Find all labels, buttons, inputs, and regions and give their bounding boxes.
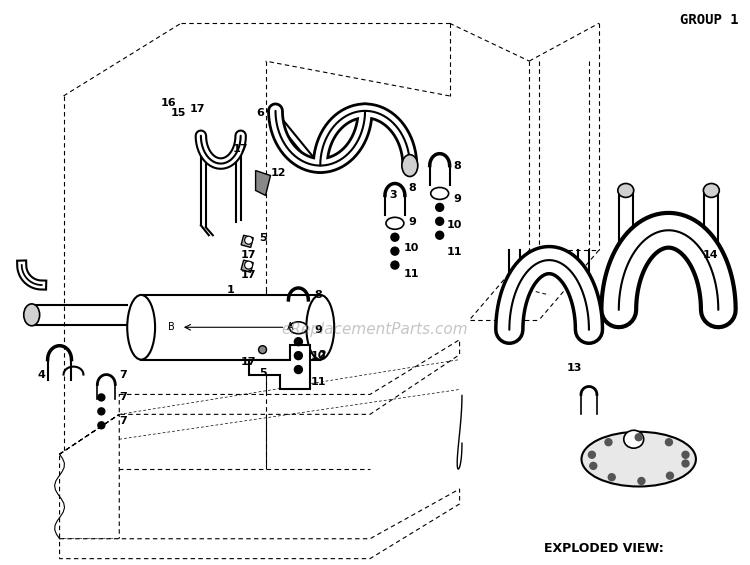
- Ellipse shape: [290, 322, 308, 334]
- Text: 1: 1: [226, 285, 235, 295]
- Circle shape: [98, 394, 105, 401]
- Text: 9: 9: [454, 194, 461, 205]
- Polygon shape: [256, 171, 271, 195]
- Circle shape: [635, 434, 642, 441]
- Text: 5: 5: [259, 233, 266, 243]
- Text: 8: 8: [408, 184, 416, 193]
- Circle shape: [436, 231, 444, 239]
- Text: 11: 11: [310, 376, 326, 386]
- Circle shape: [665, 438, 673, 446]
- Text: 14: 14: [703, 250, 718, 260]
- Circle shape: [682, 451, 689, 458]
- Text: 11: 11: [447, 247, 462, 257]
- Text: GROUP 1: GROUP 1: [680, 14, 738, 27]
- Ellipse shape: [618, 184, 634, 197]
- Text: 3: 3: [389, 190, 397, 201]
- Bar: [241, 260, 254, 272]
- Text: 6: 6: [256, 108, 265, 118]
- Text: 17: 17: [241, 250, 256, 260]
- Ellipse shape: [430, 188, 448, 199]
- Text: 7: 7: [119, 393, 127, 402]
- Text: 7: 7: [119, 370, 127, 380]
- Ellipse shape: [306, 295, 334, 359]
- Circle shape: [682, 460, 689, 467]
- Text: 17: 17: [241, 357, 256, 367]
- Ellipse shape: [24, 304, 40, 326]
- Circle shape: [244, 236, 253, 244]
- Polygon shape: [119, 340, 460, 414]
- Circle shape: [295, 366, 302, 373]
- Circle shape: [589, 451, 596, 458]
- Ellipse shape: [581, 432, 696, 486]
- Polygon shape: [59, 489, 460, 559]
- Polygon shape: [59, 414, 119, 454]
- Circle shape: [436, 218, 444, 225]
- Text: A: A: [287, 322, 294, 332]
- Text: 8: 8: [454, 160, 461, 171]
- Circle shape: [98, 422, 105, 429]
- Ellipse shape: [386, 218, 404, 229]
- Text: 11: 11: [404, 269, 419, 279]
- Text: 10: 10: [404, 243, 419, 253]
- Text: 16: 16: [160, 98, 176, 108]
- Text: 10: 10: [447, 220, 462, 231]
- Text: eReplacementParts.com: eReplacementParts.com: [282, 322, 468, 337]
- Text: 12: 12: [271, 168, 286, 177]
- Circle shape: [391, 247, 399, 255]
- Circle shape: [667, 472, 674, 479]
- Circle shape: [295, 351, 302, 359]
- Text: 5: 5: [259, 368, 266, 377]
- Ellipse shape: [128, 295, 155, 359]
- Ellipse shape: [402, 155, 418, 176]
- Circle shape: [608, 473, 615, 481]
- Polygon shape: [248, 345, 310, 389]
- Circle shape: [98, 408, 105, 415]
- Ellipse shape: [704, 184, 719, 197]
- Text: 15: 15: [170, 108, 186, 118]
- Circle shape: [259, 346, 266, 354]
- Text: 17: 17: [233, 144, 248, 154]
- Circle shape: [638, 477, 645, 484]
- Text: 9: 9: [314, 325, 322, 335]
- Polygon shape: [59, 414, 119, 539]
- Text: EXPLODED VIEW:: EXPLODED VIEW:: [544, 542, 664, 555]
- Bar: [141, 295, 320, 359]
- Text: 8: 8: [314, 290, 322, 300]
- Text: 13: 13: [566, 363, 582, 372]
- Text: 10: 10: [310, 351, 326, 360]
- Circle shape: [605, 438, 612, 446]
- Circle shape: [391, 261, 399, 269]
- Text: 17: 17: [241, 270, 256, 280]
- Ellipse shape: [624, 431, 644, 448]
- Circle shape: [391, 233, 399, 241]
- Circle shape: [436, 203, 444, 211]
- Text: 17: 17: [190, 104, 206, 114]
- Bar: [241, 235, 254, 247]
- Text: 9: 9: [408, 218, 416, 227]
- Circle shape: [590, 462, 597, 470]
- Text: 7: 7: [119, 416, 127, 427]
- Text: 2: 2: [319, 350, 326, 360]
- Text: 4: 4: [38, 370, 46, 380]
- Circle shape: [295, 338, 302, 346]
- Text: B: B: [168, 322, 175, 332]
- Circle shape: [244, 261, 253, 269]
